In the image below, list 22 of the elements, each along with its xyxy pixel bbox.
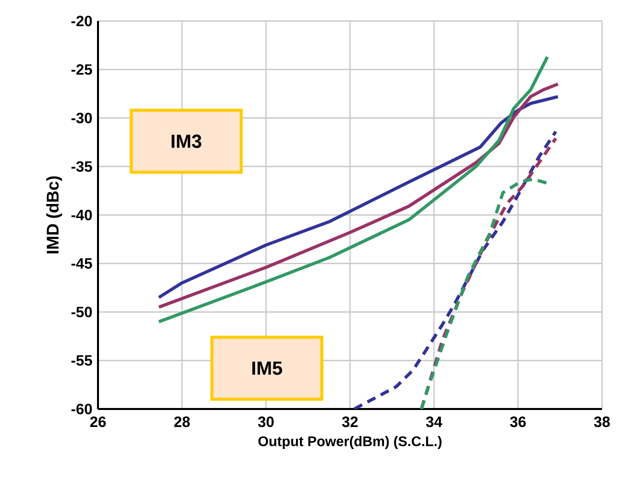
line-series [352, 130, 558, 409]
annotation: IM3 [172, 134, 202, 148]
annotation: IM5 [252, 362, 282, 375]
x-tick-label: 26 [90, 416, 106, 428]
x-tick-label: 36 [510, 416, 526, 428]
y-tick-label: -30 [71, 112, 92, 124]
y-tick-label: -40 [71, 210, 92, 220]
y-tick-label: -25 [71, 64, 92, 75]
x-axis-title: Output Power(dBm) (S.C.L.) [258, 436, 442, 449]
y-tick-label: -20 [71, 16, 92, 26]
y-tick-label: -50 [71, 306, 92, 318]
y-axis-title: IMD (dBc) [46, 176, 62, 254]
y-tick-label: -35 [71, 161, 92, 172]
y-tick-label: -55 [71, 355, 92, 366]
x-tick-label: 28 [174, 416, 190, 428]
x-tick-label: 30 [258, 416, 274, 428]
x-tick-label: 34 [426, 416, 442, 428]
line-series [157, 55, 549, 324]
y-tick-label: -60 [71, 404, 92, 414]
y-tick-label: -45 [71, 258, 92, 269]
x-tick-label: 32 [342, 416, 358, 428]
x-tick-label: 38 [594, 416, 610, 428]
